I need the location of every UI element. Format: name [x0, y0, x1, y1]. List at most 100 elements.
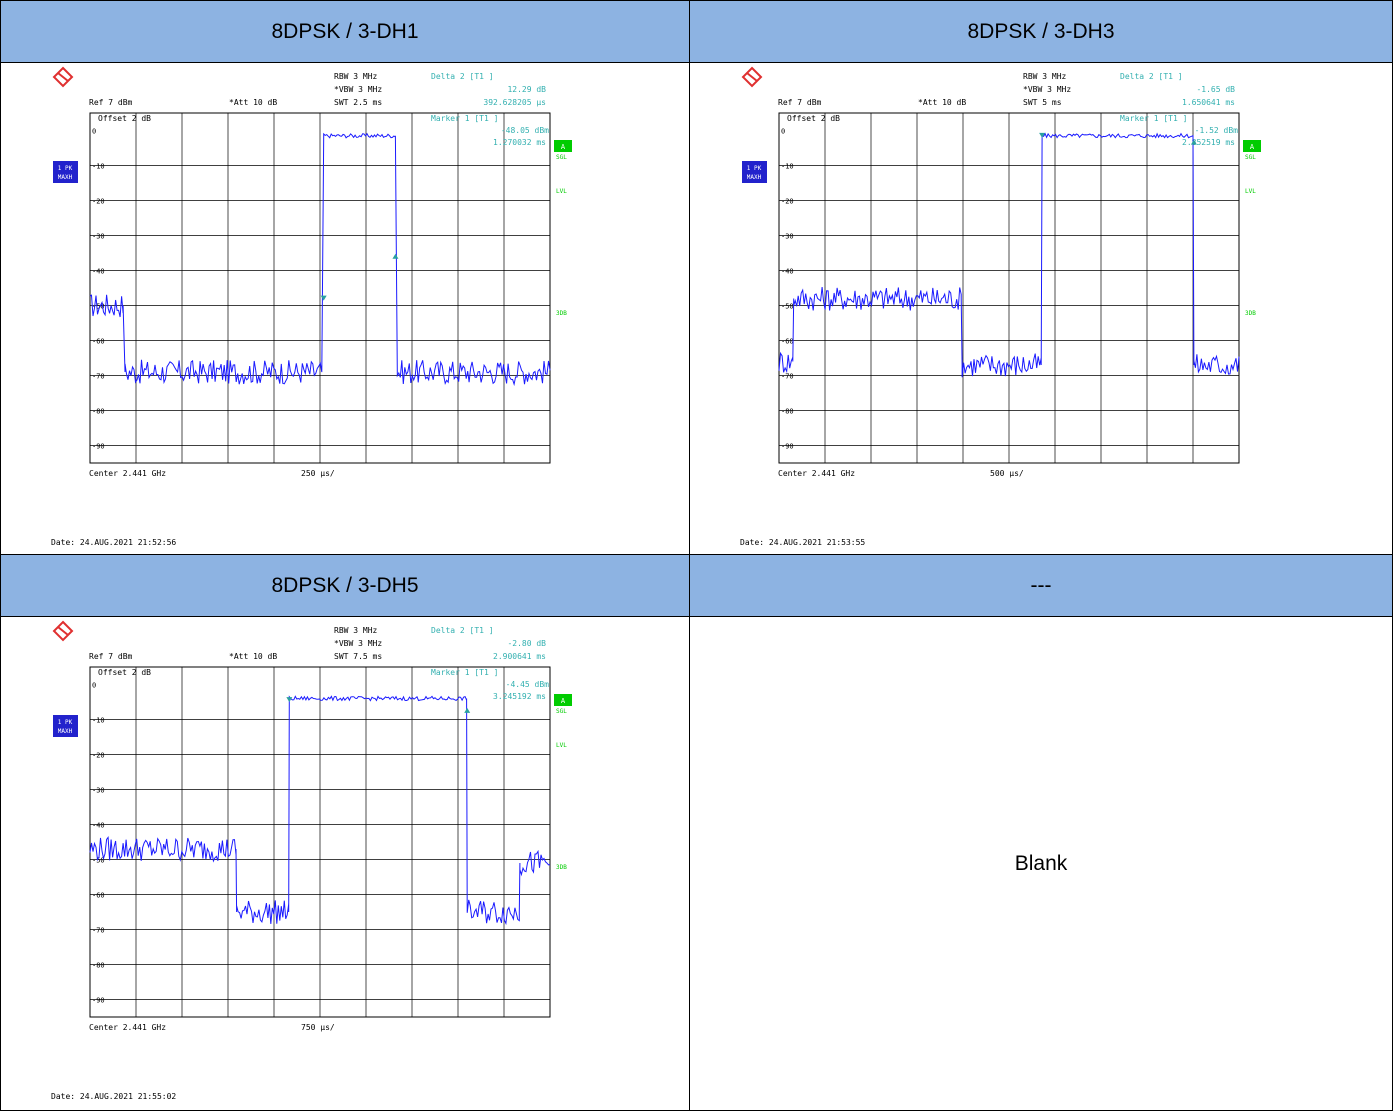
- trace-badge: [742, 161, 767, 183]
- y-tick-label: -20: [781, 198, 794, 206]
- y-tick-label: -60: [781, 338, 794, 346]
- rs-logo-icon: [52, 620, 74, 642]
- rbw-label: RBW 3 MHz: [334, 72, 378, 81]
- rs-logo-stroke: [57, 72, 69, 82]
- delta-time: 2.900641 ms: [493, 652, 546, 661]
- cell-header-4: ---: [689, 554, 1393, 617]
- y-tick-label: -40: [92, 822, 105, 830]
- trace-badge: [53, 715, 78, 737]
- delta-value: -1.65 dB: [1196, 85, 1235, 94]
- y-tick-label: -40: [781, 268, 794, 276]
- trace-badge-text-2: MAXH: [58, 728, 73, 735]
- plot-cell-1: RBW 3 MHz *VBW 3 MHz SWT 2.5 ms Ref 7 dBm *A…: [0, 62, 690, 555]
- sgl-label: SGL: [556, 154, 567, 161]
- marker-label: Marker 1 [T1 ]: [431, 114, 498, 123]
- center-freq-label: Center 2.441 GHz: [778, 469, 855, 478]
- badge-a-text: A: [1250, 143, 1255, 151]
- delta-value: 12.29 dB: [507, 85, 546, 94]
- badge-a: [554, 694, 572, 706]
- lvl-label: LVL: [556, 188, 567, 195]
- y-tick-label: -20: [92, 198, 105, 206]
- y-tick-label: -80: [92, 408, 105, 416]
- trace-line: [89, 132, 551, 387]
- y-tick-label: -10: [781, 163, 794, 171]
- delta-time: 1.650641 ms: [1182, 98, 1235, 107]
- 3db-label: 3DB: [556, 864, 567, 871]
- y-tick-label: -50: [781, 303, 794, 311]
- att-label: *Att 10 dB: [918, 98, 966, 107]
- date-label: Date: 24.AUG.2021 21:53:55: [740, 538, 865, 547]
- badge-a: [1243, 140, 1261, 152]
- center-freq-label: Center 2.441 GHz: [89, 1023, 166, 1032]
- lvl-label: LVL: [556, 742, 567, 749]
- y-tick-label: -60: [92, 892, 105, 900]
- delta-label: Delta 2 [T1 ]: [431, 626, 494, 635]
- blank-label: Blank: [1014, 851, 1068, 875]
- delta-label: Delta 2 [T1 ]: [431, 72, 494, 81]
- y-tick-label: 0: [92, 128, 96, 136]
- y-tick-label: -90: [92, 443, 105, 451]
- y-tick-label: -80: [92, 962, 105, 970]
- y-tick-label: -30: [92, 787, 105, 795]
- marker-value: -4.45 dBm: [506, 680, 550, 689]
- trace-badge-text-2: MAXH: [58, 174, 73, 181]
- delta-value: -2.80 dB: [507, 639, 546, 648]
- y-tick-label: -60: [92, 338, 105, 346]
- y-tick-label: -30: [781, 233, 794, 241]
- y-tick-label: -70: [92, 373, 105, 381]
- marker-1-icon: [320, 295, 327, 301]
- rs-logo-stroke: [746, 72, 758, 82]
- trace-badge: [53, 161, 78, 183]
- y-tick-label: -10: [92, 163, 105, 171]
- y-tick-label: 0: [92, 682, 96, 690]
- vbw-label: *VBW 3 MHz: [1023, 85, 1071, 94]
- trace-badge-text-1: 1 PK: [58, 165, 73, 172]
- date-label: Date: 24.AUG.2021 21:52:56: [51, 538, 176, 547]
- att-label: *Att 10 dB: [229, 98, 277, 107]
- 3db-label: 3DB: [1245, 310, 1256, 317]
- marker-2-icon: [1190, 139, 1197, 145]
- offset-label: Offset 2 dB: [98, 114, 151, 123]
- y-tick-label: -40: [92, 268, 105, 276]
- delta-label: Delta 2 [T1 ]: [1120, 72, 1183, 81]
- trace-badge-text-1: 1 PK: [58, 719, 73, 726]
- plot-cell-2: RBW 3 MHz *VBW 3 MHz SWT 5 ms Ref 7 dBm *Att…: [689, 62, 1393, 555]
- y-tick-label: -50: [92, 857, 105, 865]
- vbw-label: *VBW 3 MHz: [334, 639, 382, 648]
- offset-label: Offset 2 dB: [98, 668, 151, 677]
- rbw-label: RBW 3 MHz: [1023, 72, 1067, 81]
- y-tick-label: -90: [92, 997, 105, 1005]
- spectrum-plot-dh1: RBW 3 MHz *VBW 3 MHz SWT 2.5 ms Ref 7 dBm *A…: [51, 66, 572, 547]
- swt-label: SWT 7.5 ms: [334, 652, 382, 661]
- spectrum-plot-dh5: RBW 3 MHz *VBW 3 MHz SWT 7.5 ms Ref 7 dBm *A…: [51, 620, 572, 1101]
- y-tick-label: -90: [781, 443, 794, 451]
- y-tick-label: -30: [92, 233, 105, 241]
- offset-label: Offset 2 dB: [787, 114, 840, 123]
- marker-value: -48.05 dBm: [501, 126, 549, 135]
- trace-line: [778, 132, 1240, 378]
- 3db-label: 3DB: [556, 310, 567, 317]
- marker-value: -1.52 dBm: [1195, 126, 1239, 135]
- badge-a-text: A: [561, 697, 566, 705]
- y-tick-label: -80: [781, 408, 794, 416]
- cell-header-2: 8DPSK / 3-DH3: [689, 0, 1393, 63]
- y-tick-label: 0: [781, 128, 785, 136]
- vbw-label: *VBW 3 MHz: [334, 85, 382, 94]
- delta-time: 392.628205 µs: [483, 98, 546, 107]
- sgl-label: SGL: [556, 708, 567, 715]
- plot-cell-3: RBW 3 MHz *VBW 3 MHz SWT 7.5 ms Ref 7 dBm *A…: [0, 616, 690, 1111]
- rs-logo-icon: [741, 66, 763, 88]
- y-tick-label: -20: [92, 752, 105, 760]
- spectrum-plot-dh3: RBW 3 MHz *VBW 3 MHz SWT 5 ms Ref 7 dBm *Att…: [740, 66, 1261, 547]
- blank-cell: Blank: [689, 616, 1393, 1111]
- trace-badge-text-2: MAXH: [747, 174, 762, 181]
- marker-time: 2.852519 ms: [1182, 138, 1235, 147]
- marker-2-icon: [464, 707, 471, 713]
- swt-label: SWT 2.5 ms: [334, 98, 382, 107]
- x-div-label: 750 µs/: [301, 1023, 335, 1032]
- date-label: Date: 24.AUG.2021 21:55:02: [51, 1092, 176, 1101]
- sgl-label: SGL: [1245, 154, 1256, 161]
- marker-label: Marker 1 [T1 ]: [431, 668, 498, 677]
- y-tick-label: -70: [92, 927, 105, 935]
